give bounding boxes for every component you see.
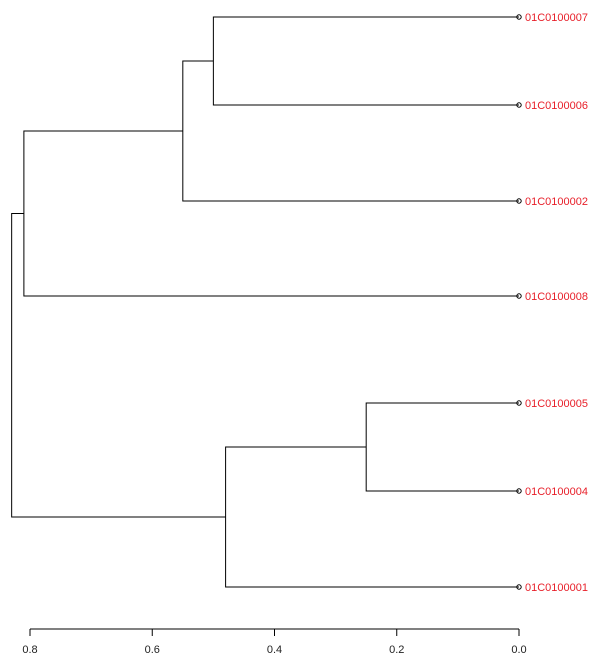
merge-link-C	[23, 130, 519, 297]
merge-link-B	[182, 60, 519, 202]
dendrogram-links	[11, 16, 519, 588]
tick-label: 0.8	[22, 644, 37, 656]
leaf-label: 01C0100002	[525, 196, 588, 208]
leaf-label: 01C0100005	[525, 398, 588, 410]
dendrogram-leaves: 01C0100007 01C0100006 01C0100002 01C0100008…	[516, 12, 588, 594]
leaf-label: 01C0100006	[525, 100, 588, 112]
merge-link-F	[11, 213, 226, 518]
merge-link-E	[225, 446, 519, 588]
leaf-label: 01C0100008	[525, 291, 588, 303]
leaf-label: 01C0100001	[525, 582, 588, 594]
tick-label: 0.2	[389, 644, 404, 656]
leaf-node-icon	[516, 14, 522, 20]
leaf-node-icon	[516, 400, 522, 406]
leaf-node-icon	[516, 584, 522, 590]
leaf-label: 01C0100004	[525, 486, 588, 498]
tick-label: 0.6	[145, 644, 160, 656]
leaf-node-icon	[516, 488, 522, 494]
leaf-node-icon	[516, 198, 522, 204]
tick-label: 0.0	[511, 644, 526, 656]
leaf-node-icon	[516, 102, 522, 108]
tick-label: 0.4	[267, 644, 282, 656]
merge-link-A	[212, 16, 519, 106]
leaf-node-icon	[516, 293, 522, 299]
leaf-label: 01C0100007	[525, 12, 588, 24]
x-axis: 0.8 0.6 0.4 0.2 0.0	[22, 628, 527, 656]
merge-link-D	[365, 402, 519, 492]
